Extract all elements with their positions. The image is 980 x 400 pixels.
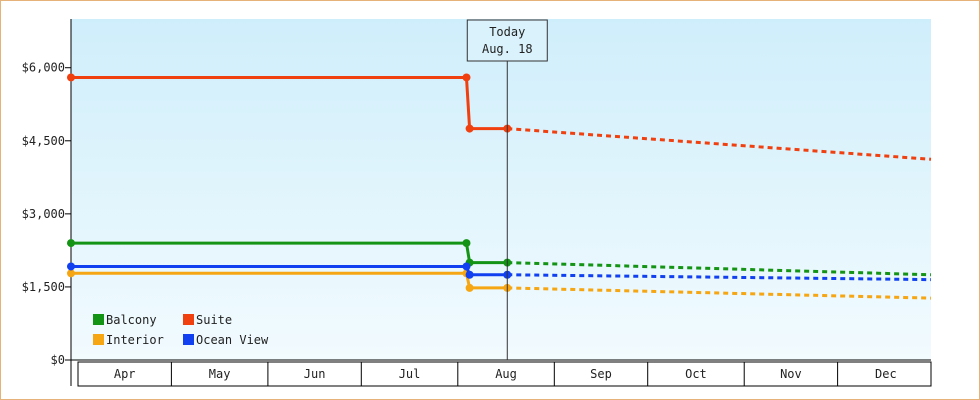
series-ocean-view [67,262,932,282]
x-tick-label: Dec [875,367,897,381]
legend-item: Ocean View [183,333,269,347]
series-line [71,264,508,277]
month-band [77,361,932,387]
x-tick-label: Apr [114,367,136,381]
y-tick-label: $6,000 [22,61,65,75]
data-point [465,283,474,292]
x-tick-label: Aug [495,367,517,381]
today-label-box [466,19,548,62]
series-line [71,271,508,290]
y-tick-label: $1,500 [22,280,65,294]
series-line [71,241,508,265]
legend-item: Suite [183,313,232,327]
series-forecast-line [507,273,932,282]
data-point [465,270,474,279]
x-tick-label: Jul [399,367,421,381]
data-point [462,239,471,248]
data-point [67,73,75,82]
data-point [67,262,75,271]
legend: Balcony Suite Interior Ocean View [93,313,269,347]
data-point [67,269,75,278]
y-tick-label: $4,500 [22,134,65,148]
legend-swatch [183,334,194,345]
legend-label: Interior [106,333,164,347]
data-point [462,73,471,82]
x-tick-label: Sep [590,367,612,381]
y-tick-label: $0 [51,353,65,367]
data-point [67,239,75,248]
plot-background [71,19,931,360]
y-axis: $0 $1,500 $3,000 $4,500 $6,000 [22,19,72,386]
x-tick-label: Nov [780,367,802,381]
series-layer [67,73,932,300]
today-date: Aug. 18 [482,42,533,56]
series-line [71,75,508,131]
legend-swatch [93,334,104,345]
data-point [462,262,471,271]
y-tick-label: $3,000 [22,207,65,221]
series-suite [67,73,932,161]
series-forecast-line [507,127,932,161]
x-tick-label: Jun [304,367,326,381]
legend-label: Suite [196,313,232,327]
data-point [465,124,474,133]
legend-label: Balcony [106,313,157,327]
x-tick-label: Oct [685,367,707,381]
series-forecast-line [507,261,932,277]
series-forecast-line [507,286,932,300]
legend-item: Balcony [93,313,157,327]
legend-label: Ocean View [196,333,269,347]
legend-swatch [93,314,104,325]
today-label: Today [489,25,525,39]
legend-swatch [183,314,194,325]
legend-item: Interior [93,333,164,347]
x-axis: Apr May Jun Jul Aug Sep Oct Nov Dec [71,359,932,387]
today-marker: Today Aug. 18 [466,19,548,360]
x-tick-label: May [209,367,231,381]
